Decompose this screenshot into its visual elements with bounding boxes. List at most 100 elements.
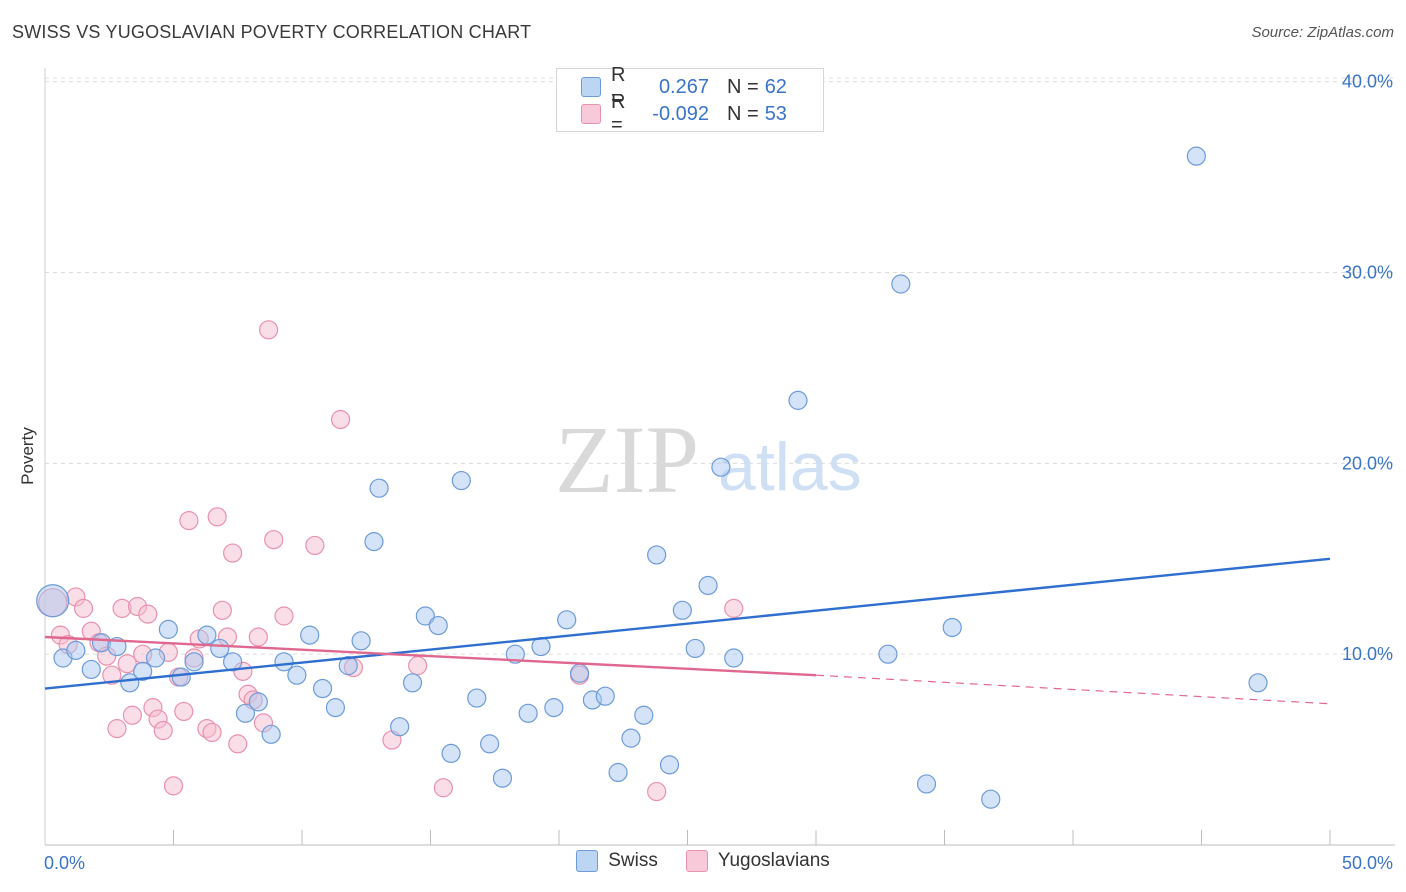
data-point-swiss [724,648,744,668]
data-point-swiss [505,644,525,664]
data-point-swiss [788,390,808,410]
data-point-yugoslavians [274,606,294,626]
data-point-swiss [171,667,191,687]
legend-item-swiss[interactable]: Swiss [576,850,658,872]
data-point-yugoslavians [433,778,453,798]
r-value: 0.267 [658,75,709,98]
data-point-swiss [66,640,86,660]
data-point-swiss [261,724,281,744]
data-point-swiss [608,762,628,783]
swiss-swatch [576,850,599,872]
stats-row-yugoslavians: R = -0.092 N = 53 [581,91,787,136]
data-point-swiss [364,532,384,552]
data-point-swiss [210,638,230,659]
data-point-swiss [197,625,217,645]
data-point-swiss [248,692,268,712]
data-point-swiss [274,652,294,672]
data-point-swiss [916,774,937,794]
data-point-yugoslavians [122,705,142,725]
data-point-yugoslavians [305,535,325,556]
trend-line-swiss [44,557,1331,690]
data-point-swiss [369,478,389,498]
data-point-swiss [402,673,423,693]
series-swiss [36,146,1268,809]
data-point-swiss [1186,146,1206,166]
tick-labels: 10.0% 20.0% 30.0% 40.0% 0.0% 50.0% [44,72,1393,873]
legend-item-yugoslavians[interactable]: Yugoslavians [685,850,830,872]
data-point-yugoslavians [202,722,222,743]
data-point-swiss [544,698,564,718]
data-point-swiss [685,638,705,659]
data-point-yugoslavians [107,719,127,739]
data-point-swiss [480,734,500,754]
data-point-swiss [698,575,718,596]
data-point-swiss [595,686,615,706]
data-point-swiss [518,703,538,723]
data-point-swiss [621,728,641,748]
data-point-yugoslavians [223,543,243,563]
chart-title: SWISS VS YUGOSLAVIAN POVERTY CORRELATION… [12,22,532,42]
x-tick-label: 0.0% [44,853,85,873]
axes [44,68,1395,846]
r-label: R = [611,91,626,136]
r-label: R = [611,64,626,109]
stats-legend: R = 0.267 N = 62 R = -0.092 N = 53 [556,64,824,136]
x-tick-label: 50.0% [1342,853,1393,873]
data-point-swiss [451,470,471,491]
data-point-swiss [312,678,333,699]
n-label: N = [727,102,759,125]
data-point-swiss [569,663,590,683]
data-point-yugoslavians [212,600,232,620]
y-tick-label: 10.0% [1342,644,1393,664]
n-value: 53 [764,102,787,125]
data-point-yugoslavians [724,598,744,618]
data-point-yugoslavians [264,530,284,550]
trend-lines [44,557,1331,705]
data-point-yugoslavians [330,409,351,430]
data-point-swiss [659,755,680,775]
data-point-yugoslavians [228,734,248,754]
data-point-yugoslavians [73,598,94,618]
n-label: N = [727,75,759,98]
data-point-swiss [711,457,731,477]
data-point-swiss [415,606,435,626]
chart-source: Source: ZipAtlas.com [1251,24,1394,41]
data-point-yugoslavians [102,665,122,685]
legend-label-swiss: Swiss [608,850,658,871]
data-point-swiss [36,584,70,618]
trend-line-yugoslavians-extension [815,674,1331,705]
r-value: -0.092 [652,102,709,125]
y-tick-label: 40.0% [1342,72,1393,92]
data-point-swiss [942,617,962,638]
data-point-swiss [878,644,898,664]
data-point-swiss [145,648,166,668]
data-point-swiss [184,652,204,672]
yugoslavians-swatch [685,850,708,872]
legend-label-yugoslavians: Yugoslavians [717,850,830,871]
data-point-yugoslavians [153,720,173,741]
data-point-yugoslavians [117,654,137,674]
data-point-swiss [441,743,461,764]
data-point-swiss [1248,673,1268,693]
watermark-zip: ZIP [555,406,699,513]
data-point-yugoslavians [258,320,279,340]
data-point-swiss [492,768,513,788]
swiss-swatch [581,77,601,97]
data-point-swiss [133,661,153,681]
data-point-swiss [325,698,346,718]
trend-line-yugoslavians [44,635,817,677]
data-point-swiss [981,789,1001,809]
y-axis-label: Poverty [18,427,37,485]
data-point-yugoslavians [163,776,184,796]
n-value: 62 [764,75,787,98]
y-tick-label: 20.0% [1342,453,1393,473]
data-point-yugoslavians [207,507,227,527]
stats-row-swiss: R = 0.267 N = 62 [581,64,787,109]
data-point-swiss [158,619,178,639]
data-point-yugoslavians [179,511,199,531]
data-point-yugoslavians [138,604,158,624]
series-legend: Swiss Yugoslavians [0,850,1406,872]
data-point-yugoslavians [174,701,194,722]
data-point-swiss [107,636,127,657]
data-point-yugoslavians [408,656,428,676]
